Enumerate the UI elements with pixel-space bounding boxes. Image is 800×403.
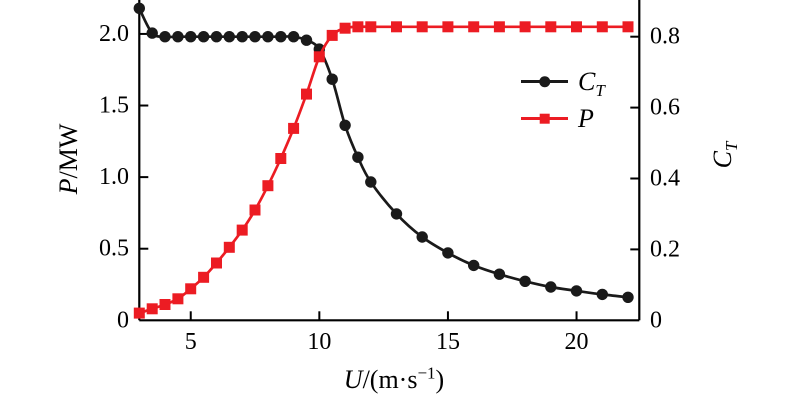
x-axis-label: U/(m·s−1) xyxy=(343,364,445,394)
p-data-point-marker xyxy=(416,21,428,33)
y-right-tick-label: 0.4 xyxy=(650,165,680,191)
p-data-point-marker xyxy=(313,51,325,63)
ct-data-point-marker xyxy=(326,73,338,85)
ct-data-point-marker xyxy=(223,31,235,43)
ct-data-point-marker xyxy=(197,31,210,43)
x-label-exponent: −1 xyxy=(417,363,436,383)
y-left-tick-label: 2.0 xyxy=(99,21,129,47)
p-data-point-marker xyxy=(391,21,402,33)
y-left-tick-label: 0.5 xyxy=(99,236,129,262)
ct-series-line xyxy=(137,6,630,299)
ct-data-point-marker xyxy=(416,231,428,243)
ct-data-point-marker xyxy=(172,31,184,43)
p-data-point-marker xyxy=(223,241,235,253)
ct-data-point-marker xyxy=(133,2,145,14)
ct-data-point-marker xyxy=(493,268,506,280)
p-data-point-marker xyxy=(236,224,248,236)
y-axis-label-left: P/MW xyxy=(54,123,83,195)
y-right-tick-label: 0.2 xyxy=(650,236,680,262)
legend-ct-label-var: C xyxy=(578,66,596,96)
p-data-point-marker xyxy=(493,21,505,33)
y-left-label-var: P xyxy=(54,178,83,195)
p-data-point-marker xyxy=(249,204,261,216)
p-data-point-marker xyxy=(262,180,274,192)
p-data-point-marker xyxy=(159,299,171,310)
ct-data-point-marker xyxy=(519,275,531,287)
y-left-tick-label: 1.5 xyxy=(99,93,129,119)
p-data-point-marker xyxy=(622,21,634,33)
p-data-point-marker xyxy=(185,283,197,295)
legend-ct-line xyxy=(521,75,568,88)
p-data-point-marker xyxy=(365,21,377,33)
y-right-tick-label: 0 xyxy=(650,307,662,333)
p-data-point-marker xyxy=(519,21,531,33)
y-axis-label-right: CT xyxy=(708,142,741,169)
p-data-point-marker xyxy=(198,271,210,283)
legend-ct-label: CT xyxy=(578,66,605,99)
legend-ct-circle-marker xyxy=(538,75,551,88)
x-label-var: U xyxy=(343,365,363,394)
ct-data-point-marker xyxy=(275,31,287,43)
y-left-tick-label: 1.0 xyxy=(99,164,129,190)
p-data-point-marker xyxy=(339,22,351,34)
p-data-point-marker xyxy=(211,257,222,269)
p-data-point-marker xyxy=(326,29,338,41)
ct-data-point-marker xyxy=(262,31,274,43)
legend-p-label-var: P xyxy=(578,103,594,133)
ct-data-point-marker xyxy=(185,31,197,43)
ct-data-point-marker xyxy=(390,208,403,220)
ct-data-point-marker xyxy=(146,27,158,39)
ct-data-point-marker xyxy=(159,31,171,43)
p-data-point-marker xyxy=(301,88,312,100)
y-left-tick-label: 0 xyxy=(117,307,129,333)
x-tick-label: 10 xyxy=(307,329,331,355)
ct-data-point-marker xyxy=(300,34,313,46)
ct-data-point-marker xyxy=(287,31,300,43)
ct-data-point-marker xyxy=(210,31,223,43)
y-left-label-unit: /MW xyxy=(54,123,83,179)
y-right-label-sub: T xyxy=(722,141,742,152)
p-data-point-marker xyxy=(133,307,145,319)
ct-data-point-marker xyxy=(352,151,364,163)
x-tick-label: 15 xyxy=(436,329,460,355)
p-data-point-marker xyxy=(596,21,608,33)
p-data-point-marker xyxy=(288,122,300,134)
p-data-point-marker xyxy=(571,21,582,33)
p-data-point-marker xyxy=(442,21,454,33)
ct-data-point-marker xyxy=(596,288,608,301)
y-right-label-var: C xyxy=(708,151,737,169)
legend-item-ct: CT xyxy=(521,63,605,100)
p-data-point-marker xyxy=(352,21,364,33)
legend-p-square-marker xyxy=(539,113,550,124)
p-data-point-marker xyxy=(545,21,557,33)
ct-data-point-marker xyxy=(622,291,634,303)
legend: CT P xyxy=(521,63,605,137)
ct-data-point-marker xyxy=(249,31,261,43)
legend-p-line xyxy=(521,113,568,124)
ct-data-point-marker xyxy=(570,285,583,297)
x-label-unit: /(m·s xyxy=(362,365,418,394)
p-data-point-marker xyxy=(468,21,480,33)
p-data-point-marker xyxy=(146,303,158,315)
legend-ct-label-sub: T xyxy=(595,80,605,100)
ct-data-point-marker xyxy=(365,176,377,188)
legend-item-p: P xyxy=(521,100,605,137)
ct-data-point-marker xyxy=(545,281,557,293)
x-tick-label: 20 xyxy=(565,329,589,355)
legend-p-label: P xyxy=(578,103,594,133)
p-data-point-marker xyxy=(172,293,184,305)
x-label-close: ) xyxy=(435,365,445,394)
p-data-point-marker xyxy=(275,153,287,164)
ct-data-point-marker xyxy=(442,247,454,259)
ct-data-point-marker xyxy=(339,119,351,131)
ct-data-point-marker xyxy=(468,259,480,272)
y-right-tick-label: 0.8 xyxy=(650,24,680,50)
x-tick-label: 5 xyxy=(185,329,197,355)
y-right-tick-label: 0.6 xyxy=(650,95,680,121)
ct-data-point-marker xyxy=(236,31,248,43)
